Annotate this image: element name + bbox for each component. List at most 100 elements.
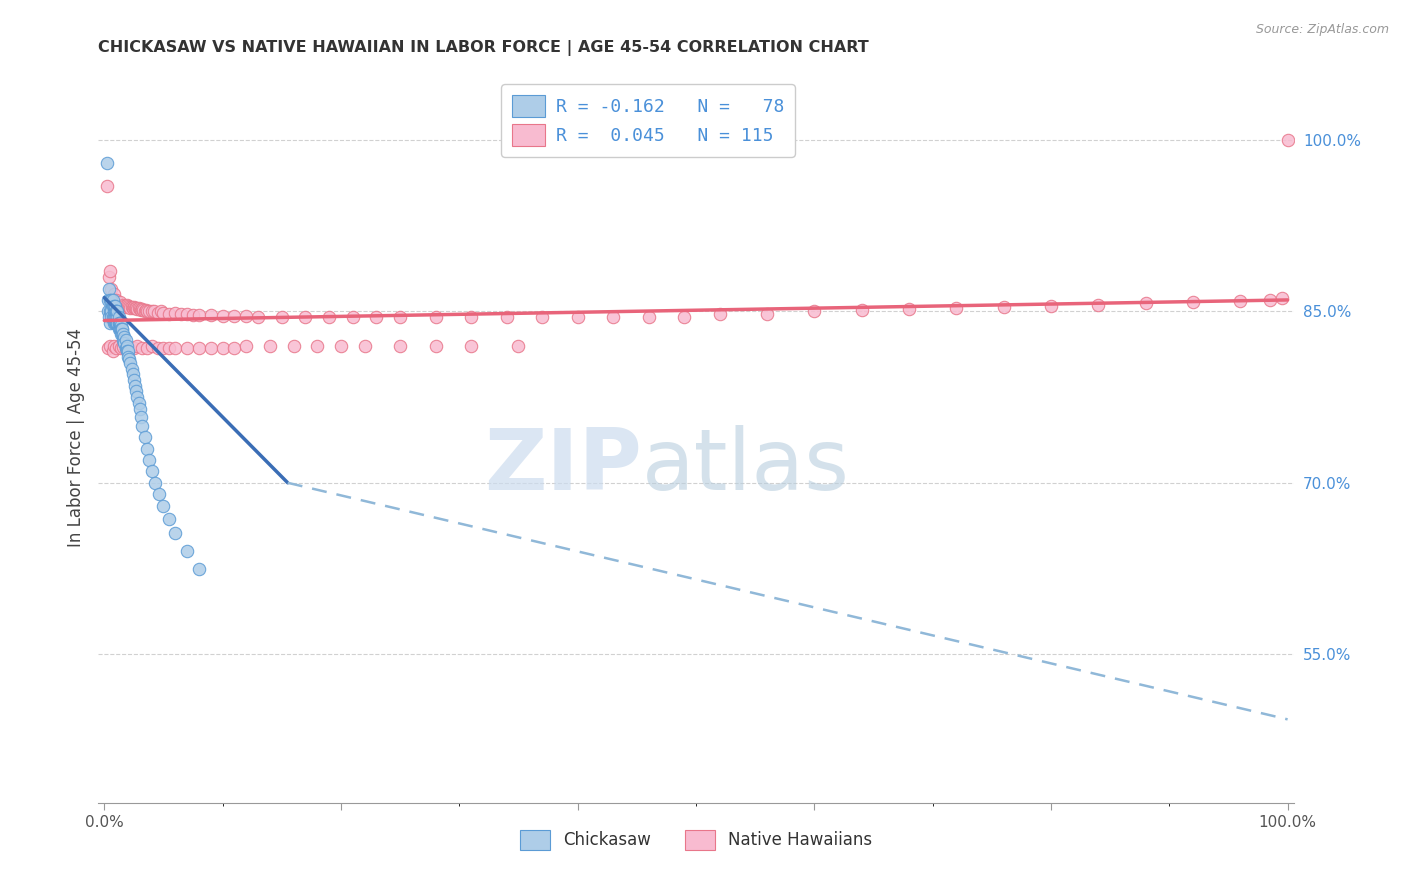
Point [111,300,134,314]
Point [107,310,129,324]
Point [1229,294,1251,309]
Point [111,321,134,335]
Point [131,341,153,355]
Point [136,442,159,456]
Point [141,464,163,478]
Point [115,297,138,311]
Point [105,293,128,307]
Point [129,409,152,424]
Point [122,373,145,387]
Point [101,344,124,359]
Legend: Chickasaw, Native Hawaiians: Chickasaw, Native Hawaiians [513,823,879,856]
Point [425,310,447,324]
Point [318,310,340,324]
Point [131,301,153,317]
Point [97,341,120,355]
Point [114,341,136,355]
Point [114,333,136,347]
Point [124,301,146,315]
Point [100,293,122,307]
Point [270,310,292,324]
Point [141,304,163,318]
Y-axis label: In Labor Force | Age 45-54: In Labor Force | Age 45-54 [66,327,84,547]
Point [97,293,120,307]
Point [105,310,128,324]
Point [118,300,141,314]
Point [105,295,128,310]
Point [425,339,447,353]
Point [131,418,153,433]
Point [121,300,143,314]
Point [125,384,148,399]
Point [107,316,129,330]
Point [673,310,696,324]
Point [152,341,174,355]
Point [143,475,166,490]
Point [105,316,128,330]
Point [104,310,127,324]
Point [128,396,150,410]
Point [128,301,150,317]
Point [353,339,375,353]
Point [115,339,138,353]
Point [141,339,163,353]
Point [114,329,136,343]
Point [98,293,121,307]
Point [165,305,187,319]
Point [101,293,124,307]
Point [1135,296,1157,310]
Point [107,316,129,330]
Point [138,453,160,467]
Point [117,341,139,355]
Point [152,305,174,319]
Point [307,339,329,353]
Text: CHICKASAW VS NATIVE HAWAIIAN IN LABOR FORCE | AGE 45-54 CORRELATION CHART: CHICKASAW VS NATIVE HAWAIIAN IN LABOR FO… [98,40,869,56]
Point [117,299,139,313]
Point [803,304,825,318]
Point [124,378,146,392]
Point [108,321,131,335]
Point [136,304,159,318]
Point [100,281,122,295]
Point [200,308,222,322]
Point [98,304,121,318]
Point [330,339,353,353]
Point [122,341,145,355]
Point [121,368,143,382]
Point [176,307,198,321]
Point [1271,291,1294,305]
Point [508,339,530,353]
Point [1087,297,1109,311]
Text: Source: ZipAtlas.com: Source: ZipAtlas.com [1256,23,1389,37]
Point [104,316,127,330]
Point [247,310,270,324]
Point [112,327,135,342]
Point [98,270,121,285]
Point [460,310,482,324]
Point [112,333,135,347]
Point [100,310,122,324]
Point [135,303,157,318]
Point [283,339,305,353]
Point [120,301,142,315]
Point [103,339,125,353]
Point [105,341,128,355]
Point [138,304,160,318]
Point [460,339,482,353]
Point [114,300,136,314]
Point [115,344,138,359]
Point [104,304,127,318]
Point [1181,295,1204,310]
Point [110,327,132,342]
Point [755,307,778,321]
Point [122,300,145,314]
Point [211,341,233,355]
Point [96,178,118,193]
Point [224,341,246,355]
Point [235,339,257,353]
Point [157,341,180,355]
Text: atlas: atlas [643,425,851,508]
Point [117,344,139,359]
Point [165,341,187,355]
Point [114,341,136,355]
